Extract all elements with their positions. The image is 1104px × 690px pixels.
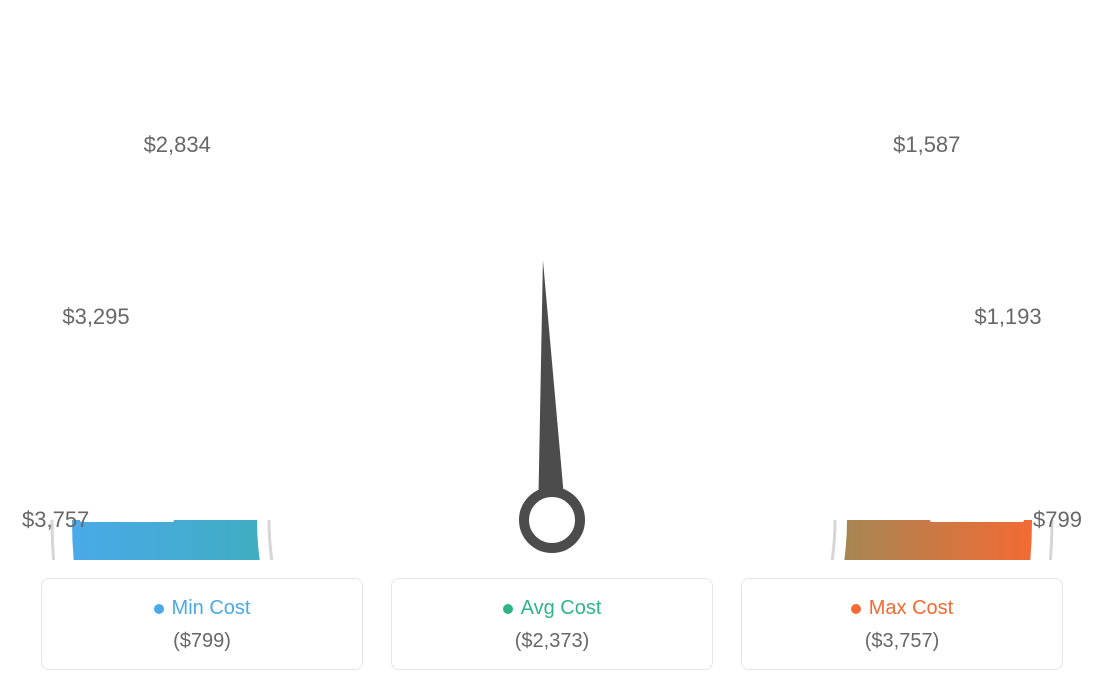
legend-dot-min xyxy=(154,604,164,614)
scale-label: $799 xyxy=(1033,507,1082,533)
legend-label-min: Min Cost xyxy=(154,597,251,620)
legend-card-min: Min Cost ($799) xyxy=(41,578,363,670)
legend-dot-max xyxy=(851,604,861,614)
legend-value-avg: ($2,373) xyxy=(392,630,712,653)
legend-card-max: Max Cost ($3,757) xyxy=(741,578,1063,670)
legend-value-max: ($3,757) xyxy=(742,630,1062,653)
scale-label: $3,757 xyxy=(22,507,89,533)
scale-label: $3,295 xyxy=(62,304,129,330)
legend-label-text: Max Cost xyxy=(869,597,953,620)
legend-label-avg: Avg Cost xyxy=(503,597,602,620)
legend-label-text: Min Cost xyxy=(172,597,251,620)
legend-label-max: Max Cost xyxy=(851,597,953,620)
scale-label: $1,193 xyxy=(974,304,1041,330)
scale-label: $1,587 xyxy=(893,132,960,158)
legend-dot-avg xyxy=(503,604,513,614)
scale-label: $2,834 xyxy=(144,132,211,158)
gauge-area: $799$1,193$1,587$2,373$2,834$3,295$3,757 xyxy=(0,0,1104,560)
legend-card-avg: Avg Cost ($2,373) xyxy=(391,578,713,670)
gauge-chart-container: $799$1,193$1,587$2,373$2,834$3,295$3,757… xyxy=(0,0,1104,690)
legend-value-min: ($799) xyxy=(42,630,362,653)
legend-label-text: Avg Cost xyxy=(521,597,602,620)
gauge-svg xyxy=(0,0,1104,560)
legend-row: Min Cost ($799) Avg Cost ($2,373) Max Co… xyxy=(0,578,1104,670)
